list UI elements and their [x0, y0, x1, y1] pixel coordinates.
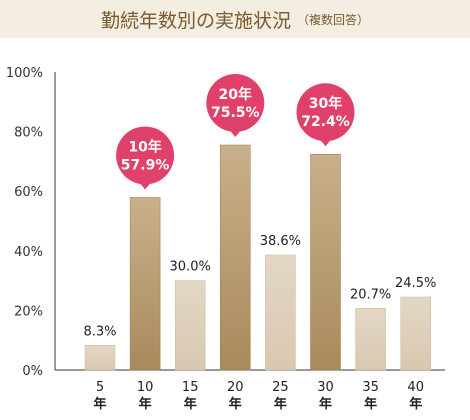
x-tick-label: 20 — [227, 380, 244, 395]
x-tick-label: 15 — [182, 380, 199, 395]
callout-value: 72.4% — [301, 114, 350, 130]
x-tick-label: 10 — [137, 380, 154, 395]
callout-bubble — [116, 126, 175, 185]
callout-bubble — [296, 83, 355, 142]
data-label: 30.0% — [170, 260, 211, 275]
bar-5 — [84, 345, 116, 371]
chart-title: 勤続年数別の実施状況 — [100, 9, 291, 32]
bar-25 — [265, 254, 296, 371]
chart-header: 勤続年数別の実施状況 （複数回答） — [0, 0, 470, 38]
bar-30 — [310, 153, 341, 371]
y-tick-label: 20% — [14, 304, 43, 319]
y-tick-label: 80% — [14, 126, 43, 141]
callout-value: 57.9% — [121, 157, 170, 173]
x-tick-unit: 年 — [93, 396, 106, 412]
x-tick-label: 25 — [272, 380, 289, 395]
bar-35 — [355, 308, 386, 371]
bar-10 — [129, 197, 161, 371]
callout-year: 30年 — [309, 95, 342, 112]
y-tick-label: 0% — [22, 364, 43, 379]
bar-20 — [220, 144, 251, 371]
x-tick-unit: 年 — [319, 396, 332, 412]
x-tick-label: 35 — [362, 380, 379, 395]
y-tick-label: 60% — [14, 185, 43, 200]
callout-bubble — [206, 74, 265, 133]
data-label: 8.3% — [83, 324, 116, 339]
data-label: 38.6% — [260, 234, 301, 249]
x-tick-label: 5 — [96, 380, 104, 395]
data-label: 24.5% — [395, 276, 436, 291]
bar-40 — [400, 296, 431, 371]
x-tick-unit: 年 — [184, 396, 197, 412]
callout-year: 10年 — [128, 138, 161, 155]
x-tick-unit: 年 — [364, 396, 377, 412]
chart-subtitle: （複数回答） — [297, 12, 370, 27]
y-tick-label: 100% — [6, 66, 43, 81]
x-tick-unit: 年 — [409, 396, 422, 412]
callout-year: 20年 — [219, 86, 252, 103]
x-tick-label: 30 — [317, 380, 334, 395]
y-tick-label: 40% — [14, 245, 43, 260]
data-label: 20.7% — [350, 287, 391, 302]
x-tick-label: 40 — [407, 380, 424, 395]
x-tick-unit: 年 — [274, 396, 287, 412]
x-tick-unit: 年 — [139, 396, 152, 412]
x-tick-unit: 年 — [229, 396, 242, 412]
callout-value: 75.5% — [211, 105, 260, 121]
bar-15 — [174, 280, 206, 371]
